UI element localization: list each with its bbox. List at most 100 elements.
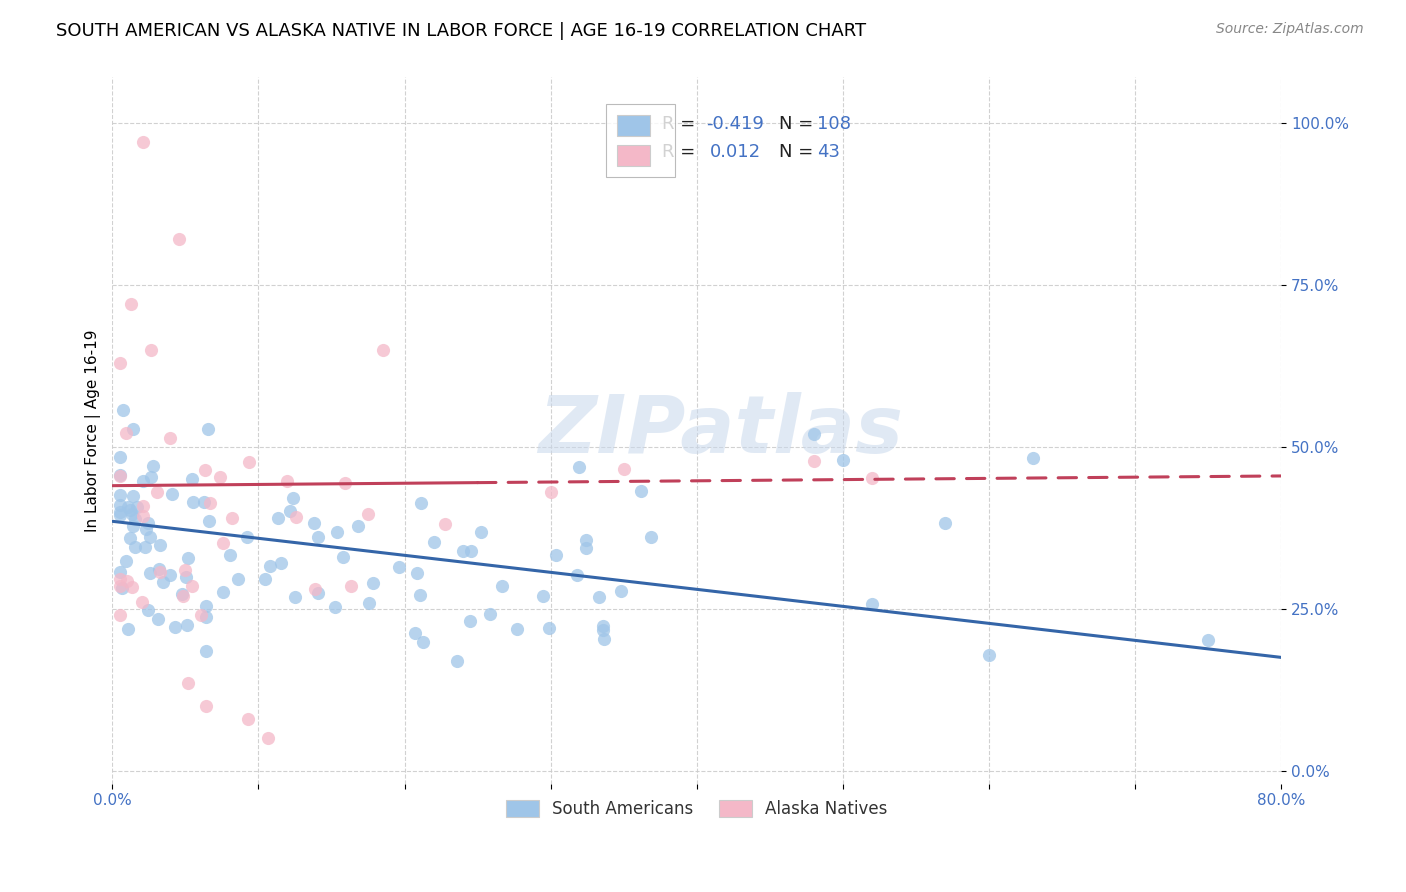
Text: -0.419: -0.419 <box>706 115 763 133</box>
Point <box>159 431 181 445</box>
Point <box>357 507 380 521</box>
Point <box>160 487 183 501</box>
Point <box>565 568 588 582</box>
Point <box>124 541 146 555</box>
Point <box>458 614 481 628</box>
Point <box>198 514 221 528</box>
Point <box>146 612 169 626</box>
Point <box>209 470 232 484</box>
Point <box>177 551 200 566</box>
Point <box>115 574 138 588</box>
Point <box>540 485 562 500</box>
Point <box>278 504 301 518</box>
Text: 0.012: 0.012 <box>710 143 761 161</box>
Point <box>1022 451 1045 466</box>
Point <box>236 712 259 726</box>
Point <box>111 403 134 417</box>
Point <box>347 518 370 533</box>
Point <box>478 607 501 621</box>
Point <box>333 476 356 491</box>
Point <box>934 516 956 531</box>
Point <box>118 531 141 545</box>
Point <box>195 599 218 613</box>
Point <box>195 698 218 713</box>
Point <box>640 530 662 544</box>
Point <box>977 648 1000 663</box>
Point <box>361 576 384 591</box>
Point <box>145 484 167 499</box>
Point <box>135 522 157 536</box>
Point <box>117 622 139 636</box>
Point <box>108 468 131 483</box>
Point <box>172 587 194 601</box>
Text: N =: N = <box>779 143 818 161</box>
Point <box>190 608 212 623</box>
Point <box>302 516 325 530</box>
Point <box>285 509 308 524</box>
Point <box>108 355 131 369</box>
Text: R =: R = <box>662 143 700 161</box>
Point <box>120 297 142 311</box>
Point <box>357 596 380 610</box>
Point <box>803 454 825 468</box>
Point <box>212 585 235 599</box>
Point <box>142 458 165 473</box>
Point <box>181 495 204 509</box>
Point <box>267 511 290 525</box>
Point <box>121 580 143 594</box>
Point <box>108 608 131 623</box>
Point <box>132 474 155 488</box>
Point <box>152 574 174 589</box>
Point <box>125 500 148 514</box>
Point <box>114 554 136 568</box>
Point <box>212 535 235 549</box>
Point <box>281 491 304 505</box>
Point <box>388 559 411 574</box>
Point <box>193 495 215 509</box>
Point <box>460 544 482 558</box>
Point <box>132 499 155 513</box>
Point <box>307 586 329 600</box>
Point <box>568 459 591 474</box>
Point <box>108 505 131 519</box>
Point <box>860 471 883 485</box>
Point <box>122 489 145 503</box>
Point <box>588 591 610 605</box>
Point <box>163 620 186 634</box>
Point <box>592 632 614 646</box>
Point <box>108 579 131 593</box>
Point <box>340 579 363 593</box>
Text: Source: ZipAtlas.com: Source: ZipAtlas.com <box>1216 22 1364 37</box>
Point <box>141 343 163 357</box>
Point <box>860 597 883 611</box>
Point <box>219 548 242 562</box>
Point <box>221 511 243 525</box>
Point <box>176 618 198 632</box>
Point <box>172 589 194 603</box>
Point <box>159 568 181 582</box>
Point <box>132 135 155 149</box>
Point <box>194 610 217 624</box>
Point <box>544 548 567 562</box>
Point <box>409 589 432 603</box>
Text: 108: 108 <box>817 115 851 133</box>
Point <box>108 450 131 464</box>
Point <box>259 558 281 573</box>
Point <box>405 566 427 581</box>
Point <box>409 496 432 510</box>
Point <box>506 622 529 636</box>
Point <box>198 496 221 510</box>
Point <box>307 530 329 544</box>
Y-axis label: In Labor Force | Age 16-19: In Labor Force | Age 16-19 <box>86 329 101 532</box>
Point <box>257 731 280 746</box>
Text: SOUTH AMERICAN VS ALASKA NATIVE IN LABOR FORCE | AGE 16-19 CORRELATION CHART: SOUTH AMERICAN VS ALASKA NATIVE IN LABOR… <box>56 22 866 40</box>
Point <box>149 566 172 580</box>
Point <box>111 582 134 596</box>
Text: ZIPatlas: ZIPatlas <box>537 392 903 469</box>
Point <box>610 583 633 598</box>
Point <box>592 623 614 637</box>
Point <box>470 524 492 539</box>
Point <box>138 566 160 580</box>
Point <box>491 579 513 593</box>
Point <box>181 579 204 593</box>
